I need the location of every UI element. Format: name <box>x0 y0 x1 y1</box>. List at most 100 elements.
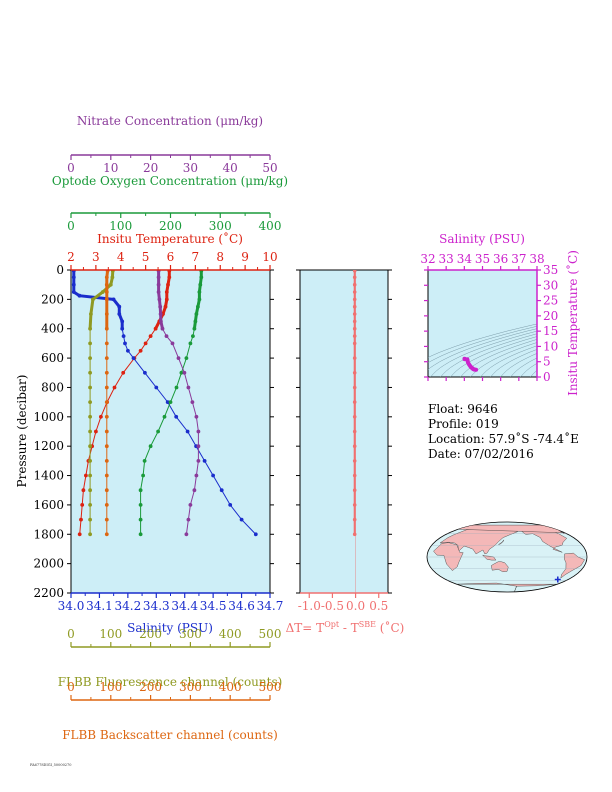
oxygen-point <box>168 400 173 404</box>
ts-xtick-label: 35 <box>475 252 490 266</box>
axis-tick-label: 300 <box>209 219 232 233</box>
temperature-point <box>112 385 117 390</box>
salinity-point <box>174 414 179 419</box>
delta-t-point <box>352 371 357 375</box>
salinity-point <box>202 459 207 463</box>
axis-tick-label: 10 <box>262 250 277 264</box>
delta-t-tick-label: -1.0 <box>298 599 321 613</box>
ts-xtick-label: 37 <box>511 252 526 266</box>
salinity-point <box>131 356 136 360</box>
profile-series <box>71 270 258 537</box>
footer-text: FA6778DIGI_50000270 <box>30 763 72 767</box>
oxygen-point <box>138 488 143 493</box>
ts-ytick-label: 20 <box>543 309 558 323</box>
oxygen-point <box>142 459 147 463</box>
map-land <box>433 524 585 592</box>
axis-tick-label: 0 <box>67 627 75 641</box>
fluorescence-point <box>88 414 92 419</box>
oxygen-point <box>174 385 179 390</box>
ts-ytick-label: 25 <box>543 294 558 308</box>
backscatter-point <box>104 400 109 404</box>
fluorescence-point <box>88 400 92 404</box>
temperature-point <box>81 488 86 493</box>
delta-t-point <box>352 429 357 434</box>
ts-xaxis-label: Salinity (PSU) <box>439 232 525 246</box>
oxygen-point <box>138 532 143 537</box>
salinity-axis-label: Salinity (PSU) <box>127 621 213 635</box>
ts-isopycnal <box>490 349 537 377</box>
ts-ytick-label: 5 <box>543 355 551 369</box>
delta-t-point <box>352 282 357 287</box>
delta-t-point <box>352 270 357 273</box>
ts-ytick-label: 15 <box>543 324 558 338</box>
backscatter-point <box>104 532 109 537</box>
backscatter-point <box>104 429 109 434</box>
salinity-point <box>121 334 126 338</box>
oxygen-point <box>184 356 189 360</box>
delta-t-point <box>352 503 357 507</box>
pressure-tick-label: 1400 <box>33 469 64 483</box>
nitrate-point <box>176 356 181 360</box>
map-landmass <box>433 542 464 571</box>
pressure-tick-label: 1200 <box>33 439 64 453</box>
temperature-axis-label: Insitu Temperature (˚C) <box>97 231 243 246</box>
delta-t-plot-area <box>299 269 389 594</box>
temperature-point <box>80 503 85 507</box>
axis-tick-label: 400 <box>219 627 242 641</box>
float-date: Date: 07/02/2016 <box>428 447 534 461</box>
axis-tick-label: 10 <box>103 161 118 175</box>
ts-points <box>462 356 479 372</box>
axis-tick-label: 200 <box>139 627 162 641</box>
pressure-tick-label: 1000 <box>33 410 64 424</box>
salinity-point <box>123 341 127 346</box>
delta-t-point <box>352 304 357 309</box>
ts-ytick-label: 0 <box>543 370 551 384</box>
backscatter-axis-label: FLBB Backscatter channel (counts) <box>62 728 278 742</box>
nitrate-point <box>184 532 189 537</box>
delta-t-point <box>352 290 357 294</box>
nitrate-point <box>186 385 191 390</box>
axis-tick-label: 34.0 <box>58 599 85 613</box>
ts-isopycnal <box>428 326 537 364</box>
axis-tick-label: 30 <box>183 161 198 175</box>
float-id: Float: 9646 <box>428 402 498 416</box>
fluorescence-point <box>88 473 92 478</box>
fluorescence-axis-label: FLBB Fluorescence channel (counts) <box>58 675 283 689</box>
axis-tick-label: 7 <box>192 250 200 264</box>
delta-t-tick-label: 0.5 <box>369 599 388 613</box>
world-map <box>426 521 588 593</box>
oxygen-axis-label: Optode Oxygen Concentration (μm/kg) <box>52 174 288 188</box>
pressure-tick-label: 200 <box>41 292 64 306</box>
nitrate-point <box>192 488 197 493</box>
ts-point <box>474 367 479 372</box>
temperature-point <box>79 517 83 522</box>
ts-ytick-label: 35 <box>543 263 558 277</box>
oxygen-point <box>138 503 143 507</box>
fluorescence-point <box>88 488 92 493</box>
axis-tick-label: 300 <box>179 627 202 641</box>
backscatter-point <box>104 370 109 375</box>
axis-tick-label: 100 <box>99 627 122 641</box>
pressure-tick-label: 2000 <box>33 557 64 571</box>
fluorescence-point <box>88 370 92 375</box>
backscatter-point <box>104 341 109 346</box>
ts-xtick-label: 34 <box>457 252 473 266</box>
ts-xtick-label: 38 <box>529 252 544 266</box>
pressure-tick-label: 400 <box>41 322 64 336</box>
ts-yaxis-label: Insitu Temperature (˚C) <box>565 250 580 396</box>
pressure-axis-label: Pressure (decibar) <box>15 375 29 488</box>
oxygen-point <box>156 429 161 434</box>
temperature-point <box>77 532 82 537</box>
axis-tick-label: 500 <box>259 627 282 641</box>
delta-t-tick-label: 0.0 <box>346 599 365 613</box>
ts-xtick-label: 33 <box>439 252 454 266</box>
temperature-axis: 2 3 4 5 6 7 8 9 10 <box>67 250 278 271</box>
pressure-tick-label: 2200 <box>33 586 64 600</box>
pressure-tick-label: 1600 <box>33 498 64 512</box>
axis-tick-label: 34.4 <box>171 599 198 613</box>
oxygen-axis: 0 100 200 300 400 <box>67 212 281 233</box>
axis-tick-label: 0 <box>67 680 75 694</box>
fluorescence-point <box>88 517 92 522</box>
delta-t-point <box>352 473 357 478</box>
backscatter-point <box>104 488 109 493</box>
